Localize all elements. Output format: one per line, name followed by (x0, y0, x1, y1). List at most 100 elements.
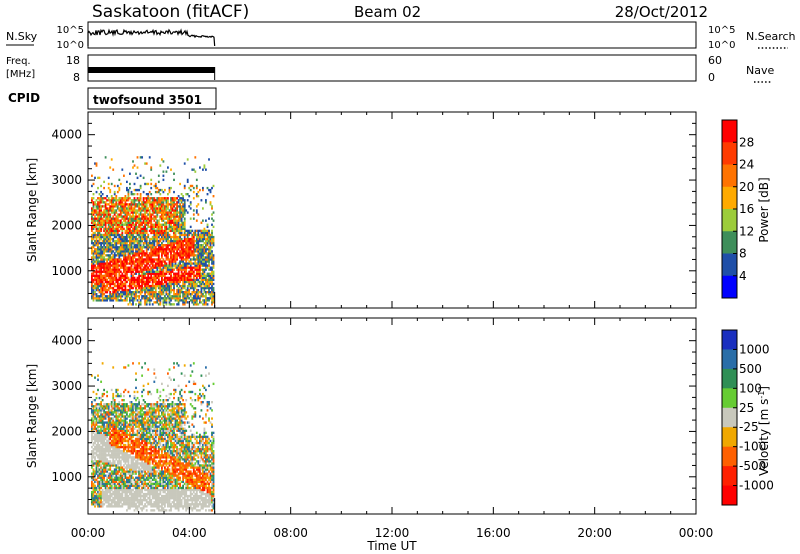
heatmap-cell (135, 270, 137, 273)
heatmap-cell (121, 407, 124, 410)
heatmap-cell (202, 256, 204, 259)
heatmap-cell (129, 186, 131, 190)
heatmap-cell (98, 282, 101, 286)
heatmap-cell (177, 293, 180, 296)
heatmap-cell (133, 264, 136, 267)
heatmap-cell (112, 297, 115, 300)
heatmap-cell (118, 299, 121, 302)
heatmap-cell (106, 248, 109, 251)
heatmap-cell (173, 235, 175, 239)
heatmap-cell (139, 274, 142, 278)
heatmap-cell (106, 490, 109, 494)
heatmap-cell (126, 435, 128, 439)
heatmap-cell (162, 197, 165, 200)
heatmap-cell (104, 258, 107, 261)
heatmap-cell (199, 229, 201, 233)
heatmap-cell (91, 278, 93, 282)
heatmap-cell (106, 270, 109, 273)
heatmap-cell (135, 217, 137, 220)
heatmap-cell (135, 188, 137, 192)
heatmap-cell (156, 242, 159, 245)
heatmap-cell (92, 425, 95, 428)
heatmap-cell (124, 280, 127, 284)
heatmap-cell (191, 237, 194, 241)
heatmap-cell (109, 272, 112, 275)
heatmap-cell (133, 188, 136, 192)
heatmap-cell (156, 284, 159, 288)
heatmap-cell (174, 203, 177, 206)
heatmap-cell (118, 223, 121, 226)
heatmap-cell (115, 242, 118, 245)
heatmap-cell (133, 193, 136, 196)
heatmap-cell (205, 264, 207, 267)
heatmap-cell (180, 288, 183, 292)
heatmap-cell (118, 482, 121, 486)
heatmap-cell (132, 213, 134, 216)
heatmap-cell (116, 219, 119, 222)
heatmap-cell (98, 484, 101, 488)
heatmap-cell (205, 252, 207, 255)
heatmap-cell (100, 229, 103, 233)
heatmap-cell (129, 217, 131, 220)
heatmap-cell (98, 415, 101, 418)
heatmap-cell (195, 205, 198, 208)
heatmap-cell (176, 295, 179, 298)
heatmap-cell (129, 266, 131, 269)
heatmap-cell (110, 237, 113, 241)
heatmap-cell (138, 258, 141, 261)
heatmap-cell (123, 217, 125, 220)
heatmap-cell (165, 227, 168, 231)
heatmap-cell (157, 270, 160, 273)
heatmap-cell (106, 284, 109, 288)
heatmap-cell (91, 478, 93, 481)
heatmap-cell (129, 466, 131, 469)
heatmap-cell (110, 299, 113, 302)
heatmap-cell (174, 223, 177, 226)
heatmap-cell (124, 297, 127, 300)
heatmap-cell (139, 209, 142, 212)
heatmap-cell (109, 268, 112, 271)
heatmap-cell (151, 295, 154, 298)
heatmap-cell (168, 209, 171, 212)
heatmap-cell (113, 293, 116, 296)
heatmap-cell (98, 260, 101, 263)
heatmap-cell (138, 486, 141, 490)
heatmap-cell (121, 254, 124, 257)
heatmap-cell (162, 178, 165, 182)
heatmap-cell (103, 250, 106, 253)
heatmap-cell (115, 295, 118, 298)
heatmap-cell (112, 219, 115, 222)
heatmap-cell (121, 472, 124, 475)
heatmap-cell (212, 184, 215, 188)
heatmap-cell (95, 223, 98, 226)
heatmap-cell (192, 244, 195, 247)
heatmap-cell (109, 248, 112, 251)
heatmap-cell (145, 221, 148, 224)
heatmap-cell (135, 235, 137, 239)
heatmap-cell (115, 215, 118, 218)
heatmap-cell (145, 272, 148, 275)
heatmap-cell (182, 297, 185, 300)
heatmap-cell (138, 217, 141, 220)
heatmap-cell (180, 201, 183, 204)
heatmap-cell (115, 284, 118, 288)
heatmap-cell (101, 362, 104, 365)
heatmap-cell (197, 258, 200, 261)
heatmap-cell (174, 256, 177, 259)
heatmap-cell (183, 262, 186, 265)
heatmap-cell (176, 291, 179, 294)
heatmap-cell (139, 270, 142, 273)
heatmap-cell (195, 272, 198, 275)
heatmap-cell (154, 264, 157, 267)
heatmap-cell (153, 266, 156, 269)
heatmap-cell (168, 268, 171, 271)
heatmap-cell (119, 270, 122, 273)
heatmap-cell (209, 233, 212, 237)
heatmap-cell (174, 217, 177, 220)
heatmap-cell (115, 468, 118, 471)
heatmap-cell (157, 199, 160, 202)
heatmap-cell (110, 221, 113, 224)
heatmap-cell (100, 470, 103, 473)
heatmap-cell (151, 197, 154, 200)
